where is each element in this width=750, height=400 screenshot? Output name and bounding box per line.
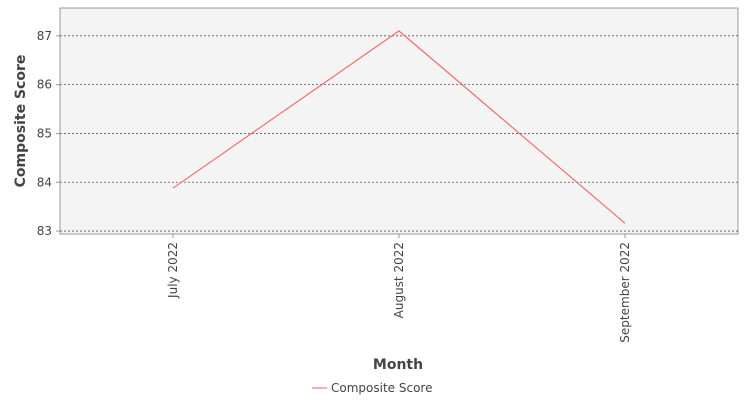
y-tick-label: 87: [37, 29, 52, 43]
x-tick-label: August 2022: [392, 242, 406, 318]
y-tick-label: 85: [37, 126, 52, 140]
line-series: [172, 30, 626, 224]
y-tick-label: 86: [37, 78, 52, 92]
x-axis-title: Month: [373, 357, 423, 373]
y-axis-title: Composite Score: [13, 55, 29, 188]
x-tick-label: July 2022: [166, 242, 180, 299]
y-tick-label: 84: [37, 175, 52, 189]
y-tick-label: 83: [37, 224, 52, 238]
plot-area: [59, 7, 739, 235]
x-tick-label: September 2022: [618, 242, 632, 343]
legend-label: Composite Score: [331, 381, 432, 395]
